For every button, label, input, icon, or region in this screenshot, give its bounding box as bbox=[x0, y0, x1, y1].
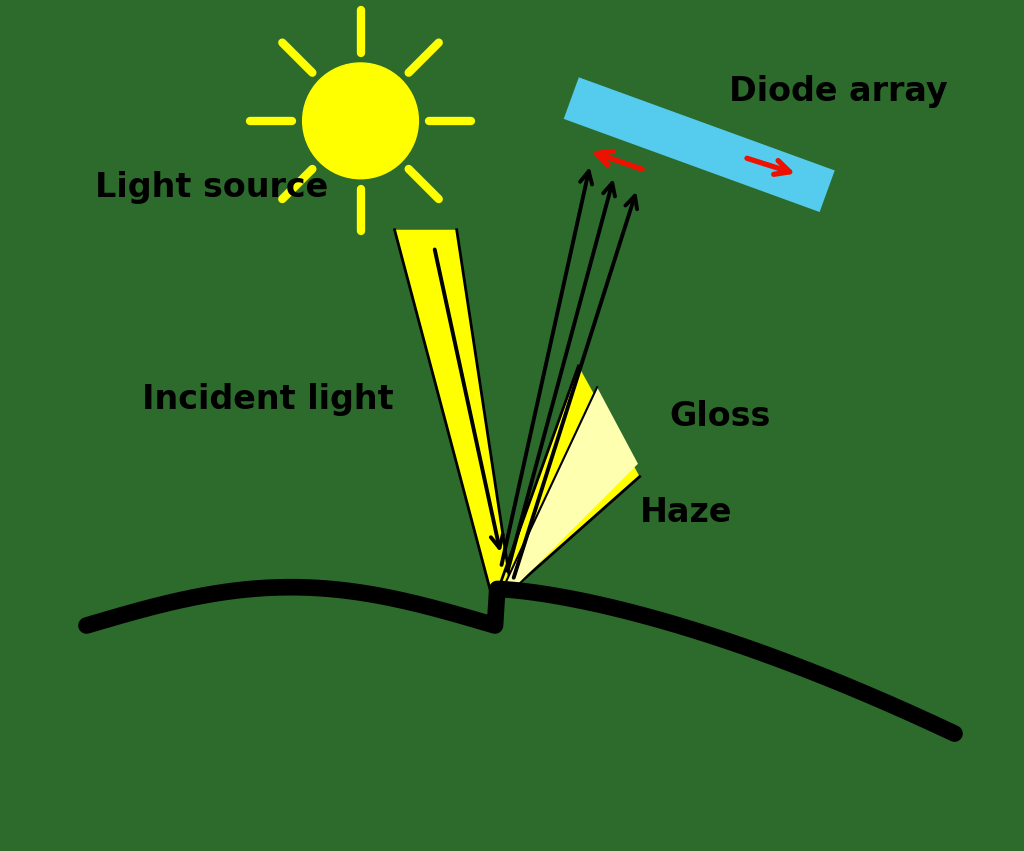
Polygon shape bbox=[503, 387, 638, 589]
Polygon shape bbox=[394, 230, 511, 589]
Text: Gloss: Gloss bbox=[670, 401, 771, 433]
Text: Light source: Light source bbox=[95, 171, 329, 203]
Polygon shape bbox=[563, 77, 835, 212]
Text: Diode array: Diode array bbox=[729, 75, 947, 107]
Polygon shape bbox=[499, 366, 640, 589]
Text: Haze: Haze bbox=[640, 496, 732, 528]
Text: Incident light: Incident light bbox=[141, 384, 393, 416]
Circle shape bbox=[303, 63, 419, 179]
